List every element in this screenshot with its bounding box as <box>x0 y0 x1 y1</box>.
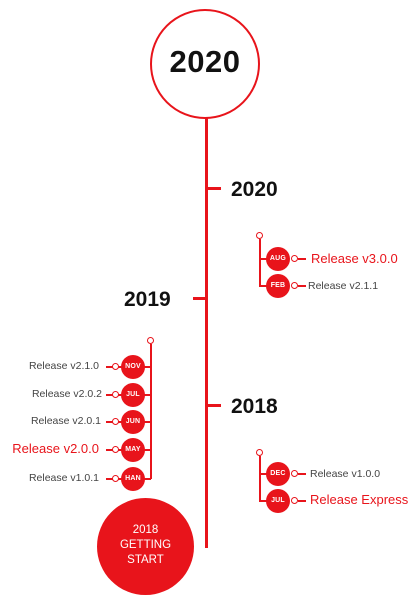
connector <box>298 258 306 260</box>
group-2020-cap <box>256 232 263 239</box>
month-badge-aug: AUG <box>266 247 290 271</box>
group-2020-stem <box>259 239 261 286</box>
month-badge-jul-2018: JUL <box>266 489 290 513</box>
node-icon <box>291 282 298 289</box>
release-label-v2-1-0: Release v2.1.0 <box>28 360 99 372</box>
month-badge-han: HAN <box>121 467 145 491</box>
connector <box>144 478 151 480</box>
connector <box>259 258 267 260</box>
node-icon <box>291 470 298 477</box>
connector <box>144 394 151 396</box>
release-label-v1-0-1: Release v1.0.1 <box>28 472 99 484</box>
month-badge-jul-2019: JUL <box>121 383 145 407</box>
release-label-v2-1-1: Release v2.1.1 <box>308 280 379 292</box>
node-icon <box>291 497 298 504</box>
group-2018-stem <box>259 456 261 501</box>
node-icon <box>112 391 119 398</box>
node-icon <box>291 255 298 262</box>
tick-2019 <box>193 297 206 300</box>
connector <box>298 500 306 502</box>
connector <box>144 421 151 423</box>
group-2019-stem <box>150 344 152 479</box>
month-badge-feb: FEB <box>266 274 290 298</box>
month-badge-may: MAY <box>121 438 145 462</box>
timeline-spine <box>205 118 208 548</box>
year-label-2018: 2018 <box>231 395 278 418</box>
connector <box>259 500 267 502</box>
release-label-v2-0-0: Release v2.0.0 <box>12 441 99 456</box>
release-label-v2-0-1: Release v2.0.1 <box>30 415 101 427</box>
release-label-express: Release Express <box>310 492 409 507</box>
top-year-circle: 2020 <box>150 9 260 119</box>
connector <box>259 285 267 287</box>
year-label-2019: 2019 <box>124 288 171 311</box>
node-icon <box>112 418 119 425</box>
start-circle: 2018 GETTING START <box>97 498 194 595</box>
connector <box>144 366 151 368</box>
release-label-v3-0-0: Release v3.0.0 <box>311 251 398 266</box>
group-2018-cap <box>256 449 263 456</box>
node-icon <box>112 446 119 453</box>
connector <box>298 473 306 475</box>
release-label-v1-0-0: Release v1.0.0 <box>310 468 381 480</box>
node-icon <box>112 475 119 482</box>
start-label: 2018 GETTING START <box>119 524 172 566</box>
top-year-label: 2020 <box>169 44 241 79</box>
release-label-v2-0-2: Release v2.0.2 <box>31 388 102 400</box>
connector <box>298 285 306 287</box>
connector <box>144 449 151 451</box>
connector <box>259 473 267 475</box>
tick-2020 <box>207 187 221 190</box>
month-badge-jun: JUN <box>121 410 145 434</box>
tick-2018 <box>207 404 221 407</box>
year-label-2020: 2020 <box>231 178 278 201</box>
month-badge-nov: NOV <box>121 355 145 379</box>
group-2019-cap <box>147 337 154 344</box>
month-badge-dec: DEC <box>266 462 290 486</box>
node-icon <box>112 363 119 370</box>
